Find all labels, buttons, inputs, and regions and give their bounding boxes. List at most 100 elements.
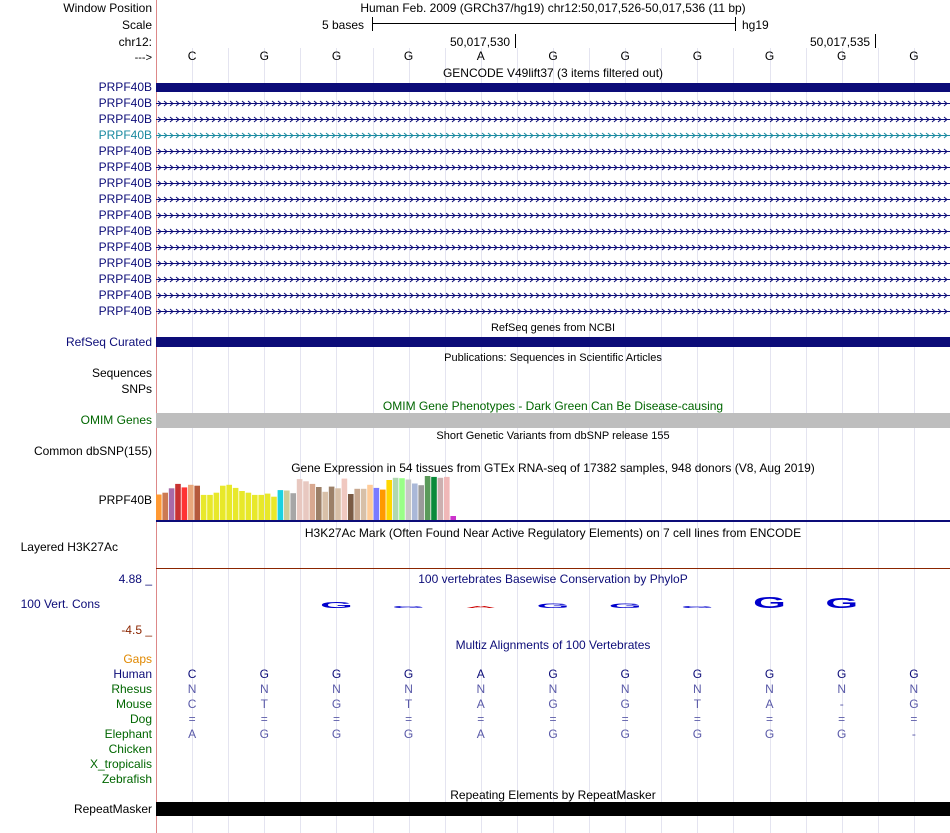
gtex-tissue-bar: [412, 483, 418, 520]
alignment-base: G: [837, 667, 847, 681]
gtex-tissue-bar: [437, 477, 444, 520]
phylop-score-glyph: G: [392, 606, 425, 609]
alignment-base: N: [765, 682, 774, 696]
alignment-base: G: [548, 697, 558, 711]
gencode-transcript-label[interactable]: PRPF40B: [98, 256, 152, 270]
window-position-label: Window Position: [63, 1, 152, 15]
refseq-track-label[interactable]: RefSeq Curated: [65, 335, 152, 349]
gencode-transcript-label[interactable]: PRPF40B: [98, 304, 152, 318]
gencode-tracks[interactable]: [156, 0, 950, 833]
gencode-strand-arrows: [157, 132, 948, 139]
gencode-transcript-label[interactable]: PRPF40B: [98, 192, 152, 206]
gencode-transcript-label[interactable]: PRPF40B: [98, 144, 152, 158]
species-label[interactable]: Mouse: [115, 697, 152, 711]
gtex-tissue-bar: [360, 488, 367, 520]
species-label[interactable]: Dog: [129, 712, 152, 726]
alignment-base: G: [548, 667, 558, 681]
reference-base: G: [909, 49, 919, 63]
gencode-transcript-label[interactable]: PRPF40B: [98, 128, 152, 142]
gtex-tissue-bar: [264, 493, 271, 520]
position-tick-2: [875, 34, 876, 48]
position-label-2: 50,017,535: [810, 35, 871, 49]
gtex-tissue-bar: [303, 481, 309, 520]
gencode-transcript-label[interactable]: PRPF40B: [98, 176, 152, 190]
alignment-base: A: [476, 727, 485, 741]
gencode-strand-arrows: [157, 196, 948, 203]
species-label[interactable]: X_tropicalis: [89, 757, 152, 771]
gencode-transcript-label[interactable]: PRPF40B: [98, 240, 152, 254]
gencode-transcript-label[interactable]: PRPF40B: [98, 96, 152, 110]
gtex-tissue-bar: [405, 479, 412, 520]
gtex-tissue-bar: [232, 487, 239, 520]
alignment-base: =: [621, 712, 629, 726]
alignment-base: G: [764, 727, 775, 741]
alignment-base: =: [188, 712, 196, 726]
alignment-base: N: [259, 682, 269, 696]
dbsnp-track-label[interactable]: Common dbSNP(155): [33, 444, 152, 458]
gtex-baseline: [156, 520, 950, 522]
phylop-min-label: -4.5 _: [121, 623, 152, 637]
gencode-transcript-label[interactable]: PRPF40B: [98, 112, 152, 126]
track-data-area[interactable]: Human Feb. 2009 (GRCh37/hg19) chr12:50,0…: [156, 0, 950, 833]
gtex-tissue-bar: [354, 488, 360, 520]
multiz-title: Multiz Alignments of 100 Vertebrates: [455, 638, 651, 652]
gencode-strand-arrows: [157, 244, 948, 251]
snps-track-label[interactable]: SNPs: [121, 382, 152, 396]
gencode-transcript-label[interactable]: PRPF40B: [98, 160, 152, 174]
alignment-base: T: [404, 697, 413, 711]
gtex-tissue-bar: [386, 480, 392, 520]
gtex-tissue-bar: [277, 490, 284, 520]
reference-base: G: [403, 49, 414, 63]
gtex-tissue-bar: [207, 494, 213, 520]
h3k27ac-track-label[interactable]: Layered H3K27Ac: [20, 540, 118, 554]
alignment-base: G: [403, 667, 414, 681]
refseq-title: RefSeq genes from NCBI: [490, 322, 616, 334]
omim-track-label[interactable]: OMIM Genes: [80, 413, 152, 427]
phylop-track-label[interactable]: 100 Vert. Cons: [20, 597, 100, 611]
gtex-tissue-bar: [367, 484, 373, 520]
gencode-transcript-label[interactable]: PRPF40B: [98, 224, 152, 238]
gencode-transcript-label[interactable]: PRPF40B: [98, 272, 152, 286]
alignment-base: G: [692, 727, 703, 741]
gtex-tissue-bar: [309, 483, 316, 520]
sequences-track-label[interactable]: Sequences: [91, 366, 152, 380]
position-tick-1: [515, 34, 516, 48]
gencode-transcript-label[interactable]: PRPF40B: [98, 80, 152, 94]
phylop-track[interactable]: G G A G G G G G: [156, 0, 950, 833]
gtex-tissue-bar: [373, 487, 380, 520]
gtex-tissue-bar: [156, 494, 162, 520]
gtex-tissue-bar: [399, 478, 405, 520]
gtex-tissue-bar: [328, 486, 335, 520]
species-label[interactable]: Human: [113, 667, 152, 681]
repeatmasker-track-label[interactable]: RepeatMasker: [73, 802, 152, 816]
h3k27ac-title: H3K27Ac Mark (Often Found Near Active Re…: [304, 526, 802, 540]
alignment-base: A: [188, 727, 197, 741]
species-label[interactable]: Zebrafish: [101, 772, 152, 786]
gtex-tissue-bar: [450, 516, 456, 520]
species-label[interactable]: Elephant: [104, 727, 152, 741]
gtex-tissue-bar: [271, 496, 277, 520]
species-label[interactable]: Chicken: [108, 742, 152, 756]
dbsnp-title: Short Genetic Variants from dbSNP releas…: [436, 430, 670, 442]
gtex-tissue-bar: [341, 478, 348, 520]
alignment-base: N: [693, 682, 702, 696]
gtex-tissue-bar: [431, 476, 437, 520]
gtex-tissue-bar: [188, 484, 194, 520]
gtex-track-label[interactable]: PRPF40B: [98, 493, 152, 507]
gtex-tissue-bar: [194, 485, 200, 520]
phylop-score-glyph: G: [681, 606, 714, 609]
gencode-transcript-label[interactable]: PRPF40B: [98, 288, 152, 302]
alignment-base: G: [259, 667, 269, 681]
alignment-base: -: [911, 727, 916, 741]
phylop-title: 100 vertebrates Basewise Conservation by…: [418, 572, 688, 586]
refseq-gene-bar[interactable]: [156, 337, 950, 347]
repeatmasker-bar[interactable]: [156, 802, 950, 816]
species-label[interactable]: Rhesus: [111, 682, 152, 696]
alignment-base: N: [620, 682, 630, 696]
reference-base: C: [187, 49, 197, 63]
alignment-base: A: [765, 697, 774, 711]
gencode-strand-arrows: [157, 116, 948, 123]
gtex-bar-chart[interactable]: [156, 0, 950, 833]
omim-gene-bar[interactable]: [156, 413, 950, 428]
gencode-transcript-label[interactable]: PRPF40B: [98, 208, 152, 222]
